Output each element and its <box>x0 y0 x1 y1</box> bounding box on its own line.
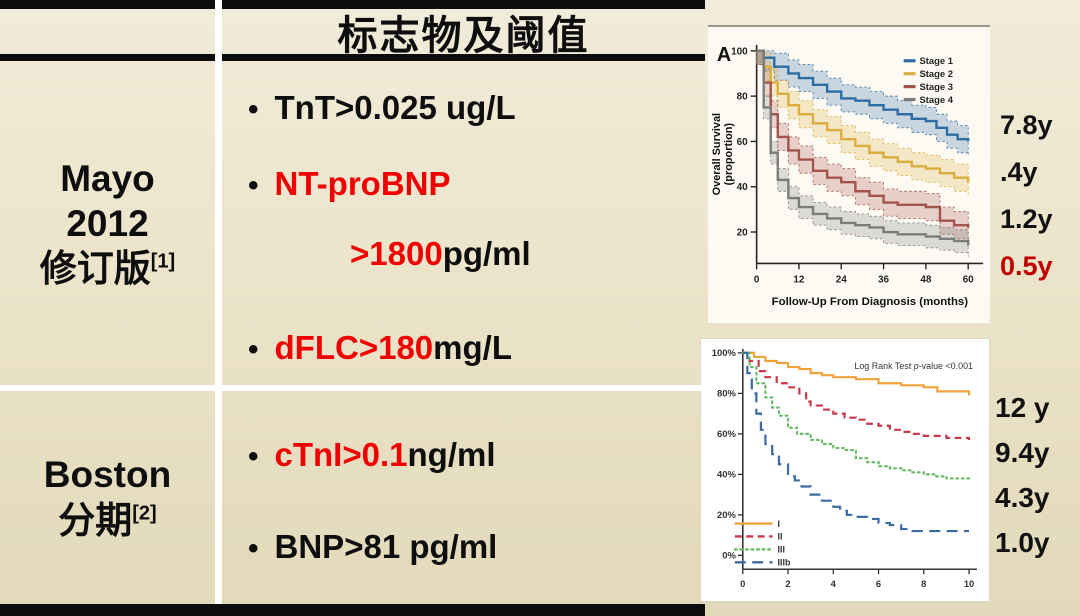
svg-text:12: 12 <box>793 274 805 285</box>
row-label-mayo-2012: Mayo 2012 修订版[1] <box>0 62 215 385</box>
row-label-boston-staging: Boston 分期[2] <box>0 391 215 604</box>
bullet-text-segment: pg/ml <box>442 235 531 272</box>
stage-overall-survival-chart: 20 40 60 80 100 0 12 24 36 48 60 Stage 1 Stage 2 Stag… <box>708 25 990 323</box>
row-label-line: Boston <box>43 454 172 496</box>
svg-text:24: 24 <box>836 274 848 285</box>
bullet-item: • cTnI>0.1 ng/ml <box>248 433 704 479</box>
bullet-item: • TnT>0.025 ug/L <box>248 86 704 132</box>
svg-text:Stage 2: Stage 2 <box>920 68 954 79</box>
svg-text:Stage 4: Stage 4 <box>920 94 954 105</box>
median-survival-label: 0.5y <box>1000 251 1053 281</box>
row-label-line: 修订版[1] <box>39 248 176 290</box>
table-header-markers-threshold: 标志物及阈值 <box>337 13 590 58</box>
svg-text:10: 10 <box>964 578 974 589</box>
svg-text:4: 4 <box>831 578 837 589</box>
bullet-item: • NT-proBNP <box>248 162 704 208</box>
svg-text:Log Rank Test p-value <0.001: Log Rank Test p-value <0.001 <box>854 361 973 371</box>
median-survival-label: 12 y <box>995 392 1050 423</box>
median-survival-label: 7.8y <box>1000 110 1053 140</box>
median-survival-label: 4.3y <box>995 482 1050 513</box>
median-survival-label: 1.0y <box>995 527 1050 558</box>
table-row-divider <box>0 385 705 391</box>
bullet-dot-icon: • <box>248 333 259 366</box>
boston-criteria-list: • cTnI>0.1 ng/ml • BNP>81 pg/ml <box>222 391 704 604</box>
bullet-text-segment: cTnI>0.1 <box>274 436 408 473</box>
svg-text:0%: 0% <box>722 550 736 561</box>
bullet-text-segment: ng/ml <box>407 436 496 473</box>
bullet-dot-icon: • <box>248 440 259 473</box>
bullet-dot-icon: • <box>248 93 259 126</box>
svg-text:Overall Survival: Overall Survival <box>711 113 723 195</box>
median-survival-label: .4y <box>1000 157 1038 187</box>
boston-stage-survival-chart: 0% 20% 40% 60% 80% 100% 0 2 4 6 8 10 Log Rank Test p… <box>700 338 990 602</box>
svg-text:III: III <box>778 545 785 555</box>
svg-text:Stage 1: Stage 1 <box>920 55 954 66</box>
stage-survival-plot: 20 40 60 80 100 0 12 24 36 48 60 Stage 1 Stage 2 Stag… <box>711 44 984 308</box>
svg-text:60: 60 <box>737 137 749 148</box>
svg-text:20: 20 <box>737 227 749 238</box>
svg-text:II: II <box>778 532 783 542</box>
svg-text:60: 60 <box>963 274 975 285</box>
svg-text:80%: 80% <box>717 388 736 399</box>
median-survival-label: 1.2y <box>1000 204 1053 234</box>
svg-text:0: 0 <box>754 274 760 285</box>
bullet-text-segment: dFLC>180 <box>274 329 434 366</box>
bullet-item: • dFLC>180 mg/L <box>248 326 704 372</box>
svg-text:100%: 100% <box>712 347 737 358</box>
median-survival-labels-bottom: 12 y 9.4y 4.3y 1.0y <box>995 392 1050 558</box>
svg-text:20%: 20% <box>717 509 736 520</box>
svg-text:8: 8 <box>921 578 926 589</box>
bullet-dot-icon: • <box>248 532 259 565</box>
reference-superscript: [2] <box>132 502 157 525</box>
svg-text:A: A <box>717 44 731 66</box>
mayo-criteria-list: • TnT>0.025 ug/L • NT-proBNP >1800 pg/ml • dFL… <box>222 62 704 385</box>
bullet-text-segment: TnT>0.025 ug/L <box>274 89 516 126</box>
reference-superscript: [1] <box>150 250 176 273</box>
svg-text:60%: 60% <box>717 428 736 439</box>
table-bottom-border <box>0 604 705 616</box>
bullet-dot-icon: • <box>248 169 259 202</box>
boston-survival-plot: 0% 20% 40% 60% 80% 100% 0 2 4 6 8 10 Log Rank Test p… <box>712 347 977 589</box>
table-top-border <box>0 0 705 9</box>
bullet-item: • BNP>81 pg/ml <box>248 525 704 571</box>
svg-text:100: 100 <box>731 46 748 57</box>
bullet-text-segment: BNP>81 pg/ml <box>274 528 498 565</box>
svg-text:0: 0 <box>740 578 745 589</box>
bullet-item: >1800 pg/ml <box>248 232 704 276</box>
bullet-text-segment: mg/L <box>433 329 512 366</box>
svg-text:40%: 40% <box>717 469 736 480</box>
bullet-text-segment: >1800 <box>350 235 443 272</box>
row-label-line: 2012 <box>66 202 149 244</box>
svg-text:(proportion): (proportion) <box>723 123 735 186</box>
svg-text:Follow-Up From Diagnosis (mont: Follow-Up From Diagnosis (months) <box>772 296 969 308</box>
svg-text:36: 36 <box>878 274 890 285</box>
row-label-line: Mayo <box>60 157 155 199</box>
svg-text:Stage 3: Stage 3 <box>920 81 954 92</box>
svg-text:40: 40 <box>737 182 749 193</box>
median-survival-labels-top: 7.8y .4y 1.2y 0.5y <box>1000 110 1053 281</box>
svg-text:IIIb: IIIb <box>778 557 791 567</box>
svg-text:2: 2 <box>785 578 790 589</box>
row-label-line: 分期[2] <box>58 499 157 541</box>
median-survival-label: 9.4y <box>995 437 1050 468</box>
table-header-underline <box>0 54 705 61</box>
svg-text:48: 48 <box>920 274 932 285</box>
svg-text:I: I <box>778 519 780 529</box>
table-column-divider <box>215 0 222 604</box>
svg-text:6: 6 <box>876 578 881 589</box>
svg-text:80: 80 <box>737 92 749 103</box>
bullet-text-segment: NT-proBNP <box>274 165 451 202</box>
